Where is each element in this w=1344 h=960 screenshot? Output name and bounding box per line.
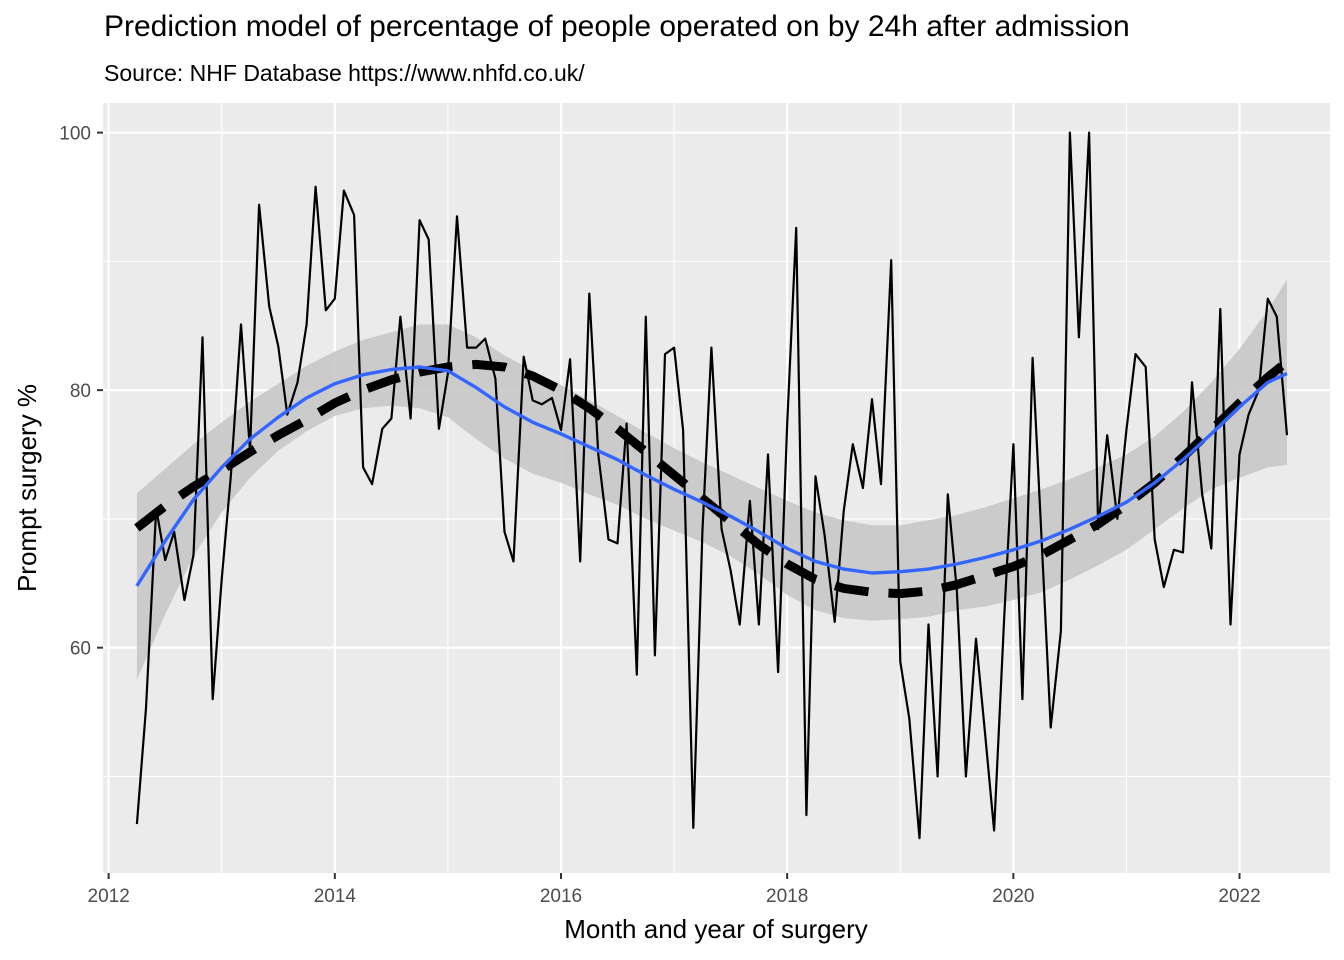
x-axis-title: Month and year of surgery: [564, 914, 868, 944]
y-tick-label: 100: [59, 124, 91, 145]
x-tick-label: 2012: [88, 886, 130, 907]
y-tick-label: 60: [70, 639, 91, 660]
axis-layer: 2012 2014 2016 2018 2020 2022 60 80 100: [59, 124, 1260, 907]
confidence-band: [136, 279, 1287, 680]
y-tick-label: 80: [70, 381, 91, 402]
smooth-trend-line: [135, 365, 1288, 587]
chart-title: Prediction model of percentage of people…: [104, 10, 1130, 43]
x-tick-label: 2018: [766, 886, 808, 907]
x-tick-label: 2016: [540, 886, 582, 907]
grid-major: [103, 103, 1330, 873]
x-tick-label: 2014: [314, 886, 357, 907]
chart-subtitle: Source: NHF Database https://www.nhfd.co…: [104, 60, 585, 86]
confidence-band-layer: [136, 279, 1287, 680]
x-tick-label: 2022: [1218, 886, 1260, 907]
observed-series-line: [135, 131, 1289, 840]
series-layer: [134, 131, 1290, 840]
y-axis-title: Prompt surgery %: [12, 384, 42, 592]
x-tick-label: 2020: [992, 886, 1034, 907]
